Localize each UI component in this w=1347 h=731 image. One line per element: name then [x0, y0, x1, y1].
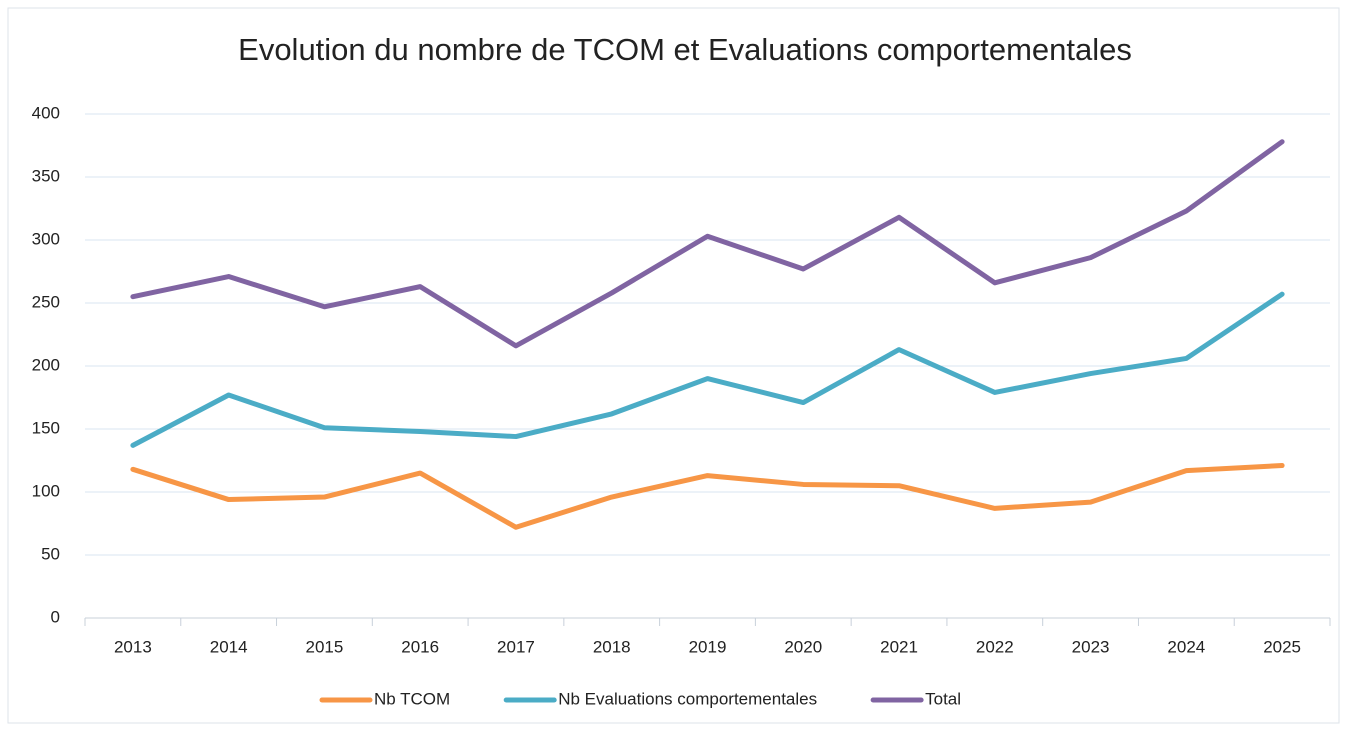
x-tick-label: 2023: [1072, 637, 1110, 656]
x-tick-label: 2015: [306, 637, 344, 656]
y-tick-label: 50: [41, 544, 60, 563]
y-tick-label: 250: [32, 292, 60, 311]
x-tick-label: 2022: [976, 637, 1014, 656]
y-tick-label: 150: [32, 418, 60, 437]
y-tick-label: 100: [32, 481, 60, 500]
legend-label: Nb Evaluations comportementales: [558, 689, 817, 708]
x-tick-label: 2016: [401, 637, 439, 656]
x-tick-label: 2025: [1263, 637, 1301, 656]
series-line: [130, 463, 1285, 530]
y-tick-label: 350: [32, 166, 60, 185]
legend-label: Nb TCOM: [374, 689, 450, 708]
x-tick-label: 2024: [1167, 637, 1205, 656]
series-line: [130, 291, 1285, 448]
x-tick-label: 2018: [593, 637, 631, 656]
chart-title: Evolution du nombre de TCOM et Evaluatio…: [238, 32, 1132, 67]
y-tick-label: 200: [32, 355, 60, 374]
y-tick-label: 400: [32, 103, 60, 122]
series-line: [130, 139, 1285, 349]
x-tick-label: 2014: [210, 637, 248, 656]
x-tick-label: 2013: [114, 637, 152, 656]
legend-label: Total: [925, 689, 961, 708]
x-tick-label: 2020: [784, 637, 822, 656]
x-tick-label: 2017: [497, 637, 535, 656]
x-tick-label: 2019: [689, 637, 727, 656]
y-tick-label: 0: [51, 607, 60, 626]
y-tick-label: 300: [32, 229, 60, 248]
x-tick-label: 2021: [880, 637, 918, 656]
